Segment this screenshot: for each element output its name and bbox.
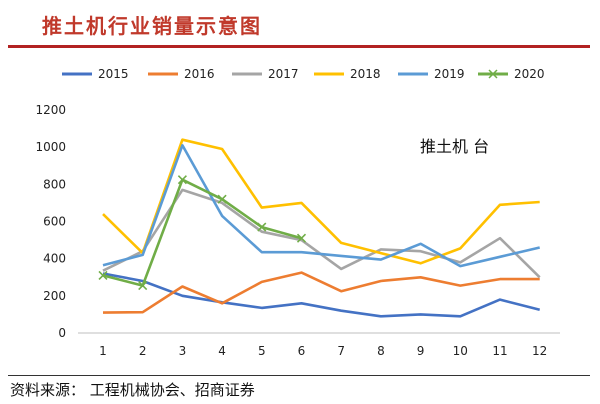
y-tick-label: 600 [43, 215, 66, 229]
series-line-2020 [102, 178, 302, 287]
x-tick-label: 4 [218, 344, 226, 358]
x-tick-label: 3 [179, 344, 187, 358]
x-tick-label: 5 [258, 344, 266, 358]
legend-label-2020: 2020 [514, 67, 545, 81]
source-note: 资料来源： 工程机械协会、招商证券 [10, 381, 255, 399]
x-tick-label: 2 [139, 344, 147, 358]
series-point-2020 [257, 222, 267, 232]
series-line-2016 [102, 271, 540, 314]
y-tick-label: 0 [58, 326, 66, 340]
series-point-2020 [217, 194, 227, 204]
series-point-2020 [177, 175, 187, 185]
chart-series [98, 138, 541, 318]
title-divider [8, 45, 590, 48]
legend-label-2015: 2015 [98, 67, 129, 81]
series-line-2015 [102, 272, 541, 318]
source-divider [8, 375, 590, 376]
legend-label-2018: 2018 [350, 67, 381, 81]
x-tick-label: 11 [492, 344, 507, 358]
legend-label-2016: 2016 [184, 67, 215, 81]
series-point-2020 [98, 270, 108, 280]
x-tick-label: 9 [417, 344, 425, 358]
chart-legend: 2015 2016 2017 2018 2019 2020 [62, 67, 545, 81]
series-line-2018 [102, 138, 540, 265]
series-point-2020 [296, 233, 307, 243]
chart-title: 推土机行业销量示意图 [42, 14, 262, 38]
y-tick-label: 200 [43, 289, 66, 303]
legend-label-2019: 2019 [434, 67, 465, 81]
legend-marker-2020 [488, 69, 498, 79]
series-line-2019 [102, 144, 540, 268]
unit-annotation: 推土机 台 [420, 137, 489, 156]
x-tick-label: 6 [298, 344, 306, 358]
y-tick-label: 400 [43, 252, 66, 266]
legend-label-2017: 2017 [268, 67, 299, 81]
x-tick-label: 12 [532, 344, 547, 358]
x-tick-label: 10 [453, 344, 468, 358]
y-tick-label: 1000 [35, 140, 66, 154]
y-tick-label: 800 [43, 177, 66, 191]
x-tick-label: 1 [99, 344, 107, 358]
y-tick-label: 1200 [35, 103, 66, 117]
x-tick-label: 8 [377, 344, 385, 358]
x-tick-label: 7 [337, 344, 345, 358]
series-point-2020 [138, 281, 148, 291]
